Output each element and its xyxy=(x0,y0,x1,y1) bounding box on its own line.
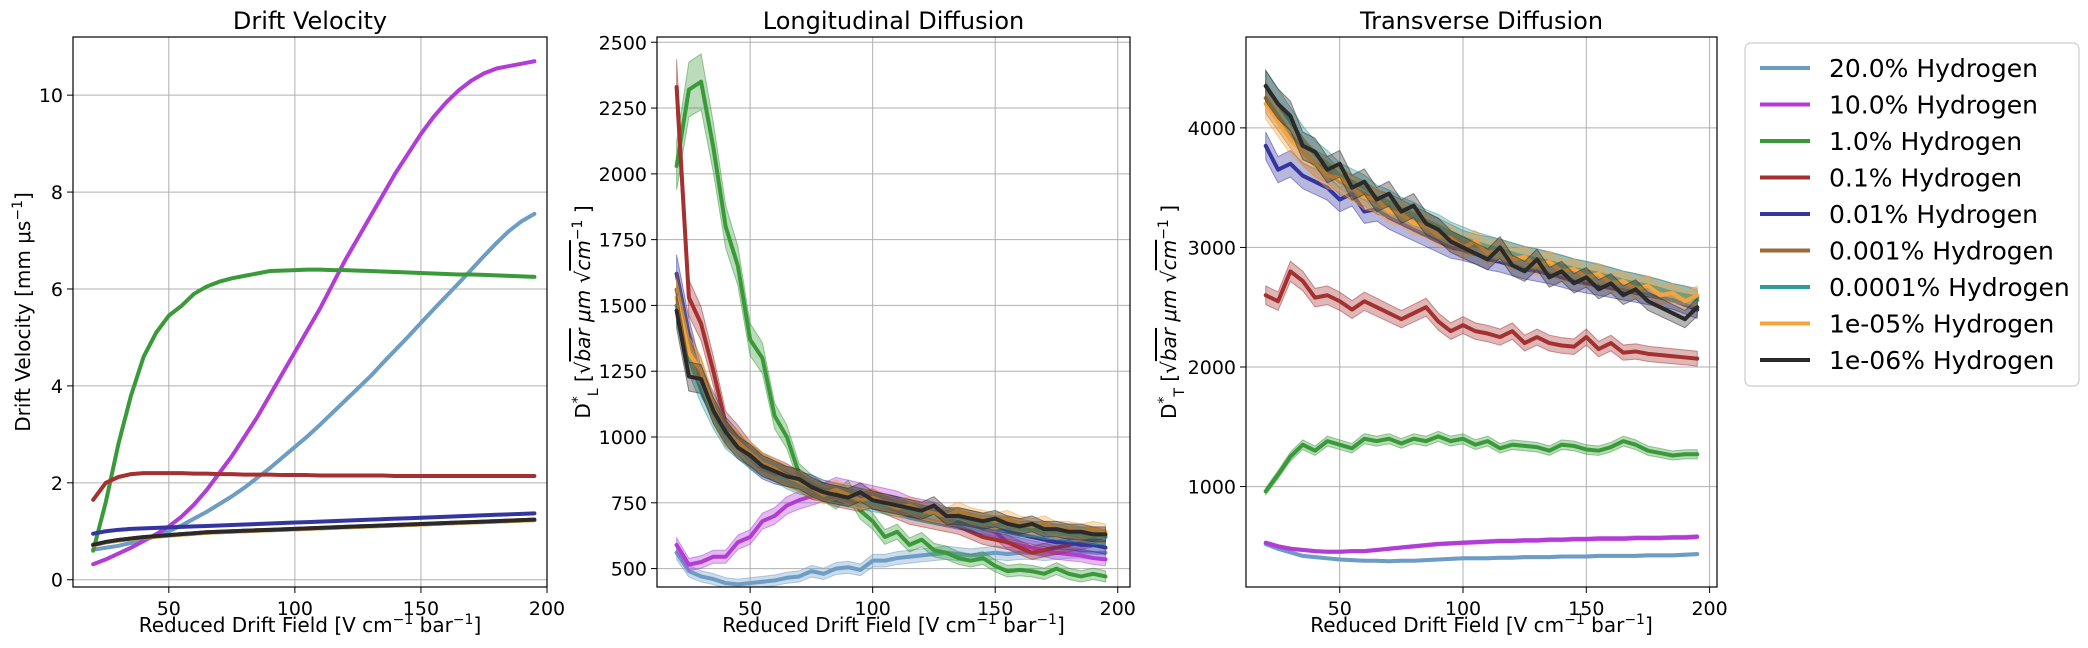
y-tick-label: 2000 xyxy=(1188,357,1236,379)
legend-entry: 10.0% Hydrogen xyxy=(1829,91,2038,120)
series-line xyxy=(91,59,537,567)
chart-title: Longitudinal Diffusion xyxy=(763,7,1024,35)
series-line xyxy=(91,511,537,536)
uncertainty-band xyxy=(676,59,1106,560)
y-axis-label: D*T [√bar μm √cm−1 ] xyxy=(1156,205,1188,419)
plot-area xyxy=(1263,68,1700,564)
y-tick-label: 4 xyxy=(51,376,63,398)
x-tick-label: 50 xyxy=(738,598,762,620)
legend-box xyxy=(1744,42,2080,387)
y-tick-label: 500 xyxy=(611,559,647,581)
uncertainty-band xyxy=(676,293,1106,543)
x-tick-label: 50 xyxy=(157,598,181,620)
x-tick-label: 100 xyxy=(855,598,891,620)
series-line xyxy=(1263,534,1700,554)
legend-entry: 0.1% Hydrogen xyxy=(1829,164,2022,193)
y-axis-label-1: Drift Velocity [mm μs−1] xyxy=(10,192,35,432)
y-tick-label: 8 xyxy=(51,182,63,204)
series-line xyxy=(91,471,537,502)
y-tick-label: 1500 xyxy=(599,295,647,317)
x-tick-label: 50 xyxy=(1328,598,1352,620)
x-tick-label: 100 xyxy=(1445,598,1481,620)
y-tick-label: 4000 xyxy=(1188,118,1236,140)
axes-frame xyxy=(656,36,1131,588)
y-tick-label: 750 xyxy=(611,493,647,515)
x-axis-label: Reduced Drift Field [V cm−1 bar−1] xyxy=(722,612,1065,637)
y-tick-label: 1250 xyxy=(599,361,647,383)
subplot-2: 50 100 150 200 500 750 1000 1250 1500 1750 2000 225… xyxy=(599,7,1136,637)
chart-title: Drift Velocity xyxy=(233,7,387,35)
legend-entry: 0.0001% Hydrogen xyxy=(1829,273,2070,302)
y-tick-label: 2 xyxy=(51,473,63,495)
series-line xyxy=(674,308,1108,537)
y-axis-label: D*L [√bar μm √cm−1 ] xyxy=(570,205,602,418)
plot-area xyxy=(674,53,1108,587)
y-tick-label: 1750 xyxy=(599,230,647,252)
y-axis-label: Drift Velocity [mm μs−1] xyxy=(10,192,35,432)
subplot-3: 50 100 150 200 1000 2000 3000 4000 Transverse Di… xyxy=(1188,7,1728,637)
y-axis-label-3: D*T [√bar μm √cm−1 ] xyxy=(1156,205,1188,419)
series-line xyxy=(1263,269,1700,361)
series-line xyxy=(674,79,1108,579)
x-tick-label: 200 xyxy=(1691,598,1727,620)
axes-frame xyxy=(1245,36,1718,588)
y-tick-label: 2250 xyxy=(599,98,647,120)
series-line xyxy=(91,517,537,547)
series-line xyxy=(1263,541,1700,564)
y-tick-label: 6 xyxy=(51,279,63,301)
series-line xyxy=(1263,84,1700,322)
x-tick-label: 200 xyxy=(1100,598,1136,620)
x-tick-label: 100 xyxy=(277,598,313,620)
legend-entry: 0.01% Hydrogen xyxy=(1829,200,2038,229)
legend-entry: 1e-05% Hydrogen xyxy=(1829,310,2054,339)
series-line xyxy=(674,85,1108,555)
x-tick-label: 150 xyxy=(403,598,439,620)
y-tick-label: 3000 xyxy=(1188,237,1236,259)
x-tick-label: 200 xyxy=(529,598,565,620)
subplot-1: 50 100 150 200 0 2 4 6 8 10 Drift Velocity Reduced … xyxy=(39,7,565,637)
series-line xyxy=(91,211,537,552)
x-tick-label: 150 xyxy=(1568,598,1604,620)
x-axis-label: Reduced Drift Field [V cm−1 bar−1] xyxy=(139,612,482,637)
y-tick-label: 1000 xyxy=(599,427,647,449)
series-line xyxy=(1263,434,1700,494)
legend: 20.0% Hydrogen 10.0% Hydrogen 1.0% Hydroge… xyxy=(1744,42,2080,387)
legend-entry: 1.0% Hydrogen xyxy=(1829,127,2022,156)
y-axis-label-2: D*L [√bar μm √cm−1 ] xyxy=(570,205,602,418)
y-tick-label: 1000 xyxy=(1188,477,1236,499)
uncertainty-band xyxy=(1265,430,1698,497)
legend-entry: 20.0% Hydrogen xyxy=(1829,54,2038,83)
legend-entry: 0.001% Hydrogen xyxy=(1829,237,2054,266)
y-tick-label: 10 xyxy=(39,85,63,107)
series-line xyxy=(674,485,1108,567)
axes-frame xyxy=(72,36,548,588)
series-line xyxy=(91,267,537,553)
y-tick-label: 2000 xyxy=(599,164,647,186)
chart-title: Transverse Diffusion xyxy=(1359,7,1603,35)
x-tick-label: 150 xyxy=(977,598,1013,620)
x-axis-label: Reduced Drift Field [V cm−1 bar−1] xyxy=(1310,612,1653,637)
y-tick-label: 0 xyxy=(51,570,63,592)
plot-area xyxy=(91,59,537,567)
legend-entry: 1e-06% Hydrogen xyxy=(1829,346,2054,375)
y-tick-label: 2500 xyxy=(599,32,647,54)
